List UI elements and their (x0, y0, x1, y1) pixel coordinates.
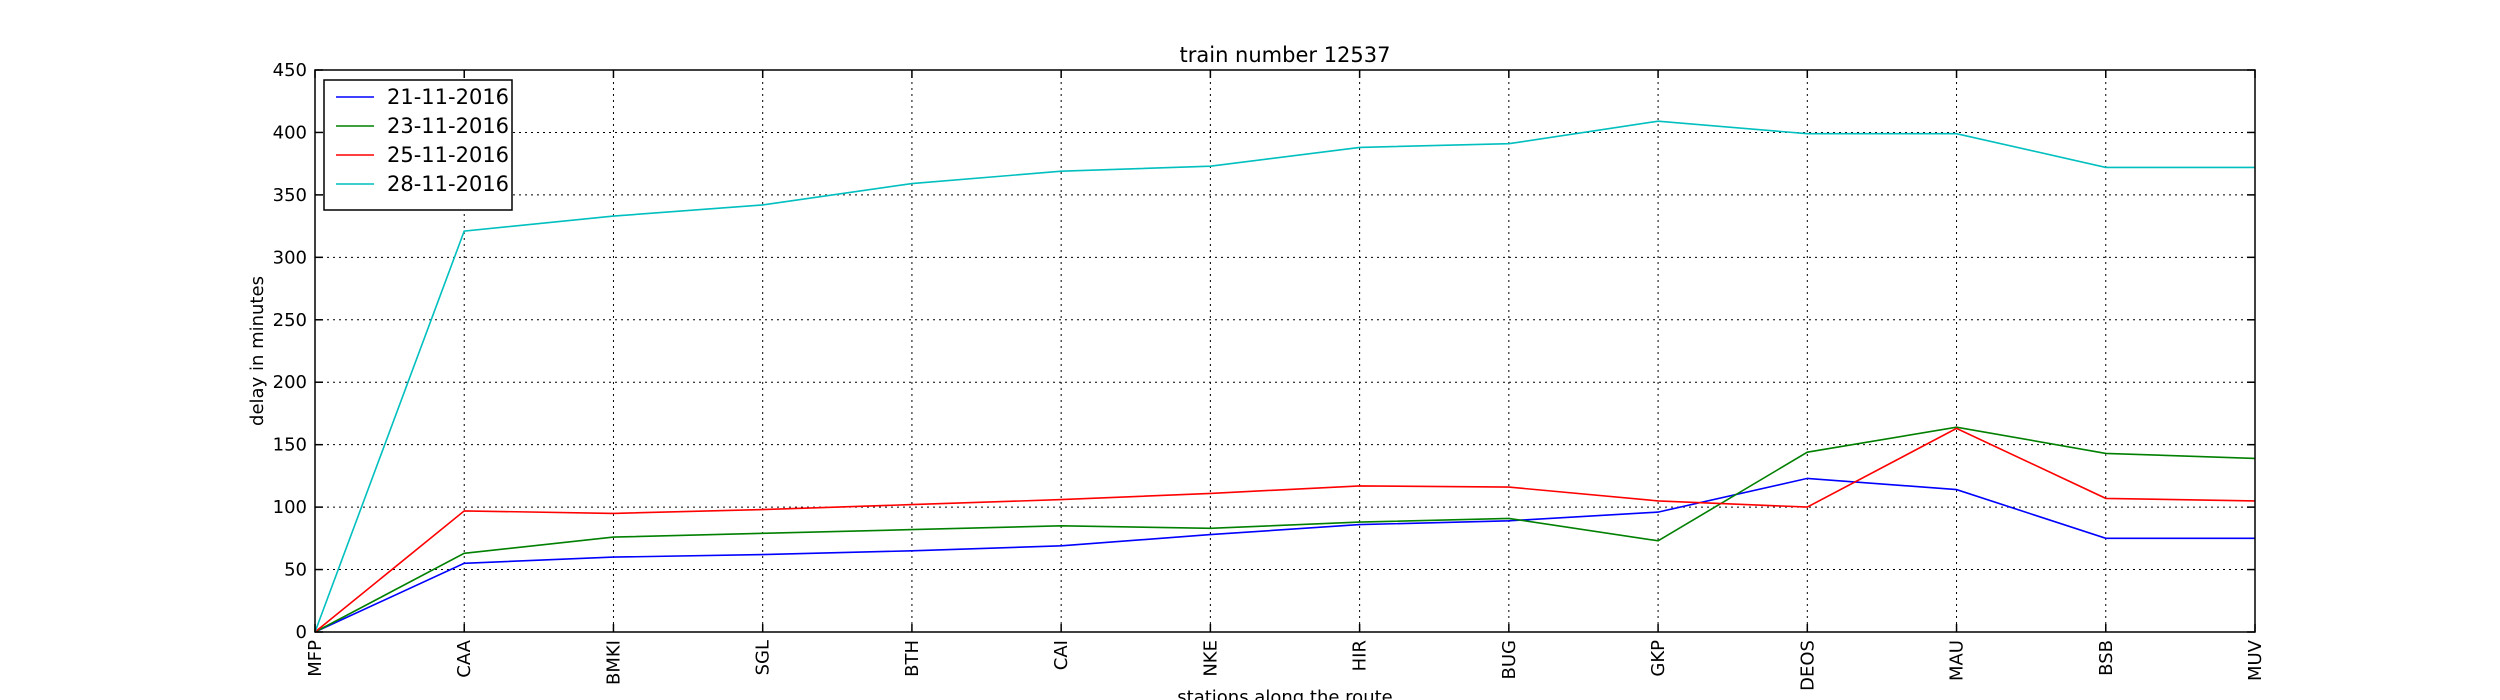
x-tick-label: CAI (1051, 640, 1072, 670)
series-line-3 (314, 120, 2255, 633)
grid (314, 69, 2256, 633)
x-tick-label: MAU (1947, 640, 1968, 681)
x-tick-label: BMKI (603, 640, 624, 685)
axis-ticks: 0 50 100 150 200 250 300 350 400 450 MFP CAA BMKI SGL… (273, 60, 2266, 691)
legend-label: 25-11-2016 (387, 143, 509, 167)
legend-label: 23-11-2016 (387, 114, 509, 138)
x-tick-label: HIR (1350, 640, 1371, 671)
y-tick-label: 450 (273, 60, 307, 81)
series-lines (314, 120, 2256, 633)
series-line-0 (314, 477, 2255, 633)
series-line-1 (314, 426, 2256, 633)
y-axis-title: delay in minutes (247, 276, 268, 426)
y-tick-label: 100 (273, 497, 307, 518)
legend-label: 21-11-2016 (387, 85, 509, 109)
x-axis-title: stations along the route (1177, 687, 1392, 700)
y-tick-label: 50 (284, 560, 307, 581)
x-tick-label: BUG (1499, 640, 1520, 679)
legend: 21-11-2016 23-11-2016 25-11-2016 28-11-2016 (323, 79, 513, 211)
series-line-2 (314, 427, 2256, 633)
x-tick-label: BTH (902, 640, 923, 677)
x-tick-label: SGL (753, 640, 774, 675)
x-tick-label: CAA (454, 639, 475, 677)
plot-area (314, 69, 2256, 633)
x-tick-label: BSB (2096, 640, 2117, 676)
y-tick-label: 200 (273, 372, 307, 393)
y-tick-label: 400 (273, 122, 307, 143)
x-tick-label: NKE (1200, 640, 1221, 677)
legend-box (323, 79, 513, 211)
x-tick-label: MFP (305, 640, 326, 677)
y-tick-label: 250 (273, 310, 307, 331)
x-tick-label: DEOS (1797, 640, 1818, 691)
y-tick-label: 150 (273, 435, 307, 456)
y-tick-label: 0 (296, 622, 307, 643)
x-tick-label: GKP (1648, 640, 1669, 677)
chart-title: train number 12537 (1180, 43, 1391, 67)
legend-label: 28-11-2016 (387, 172, 509, 196)
y-tick-label: 300 (273, 247, 307, 268)
x-tick-label: MUV (2245, 639, 2266, 681)
y-tick-label: 350 (273, 185, 307, 206)
